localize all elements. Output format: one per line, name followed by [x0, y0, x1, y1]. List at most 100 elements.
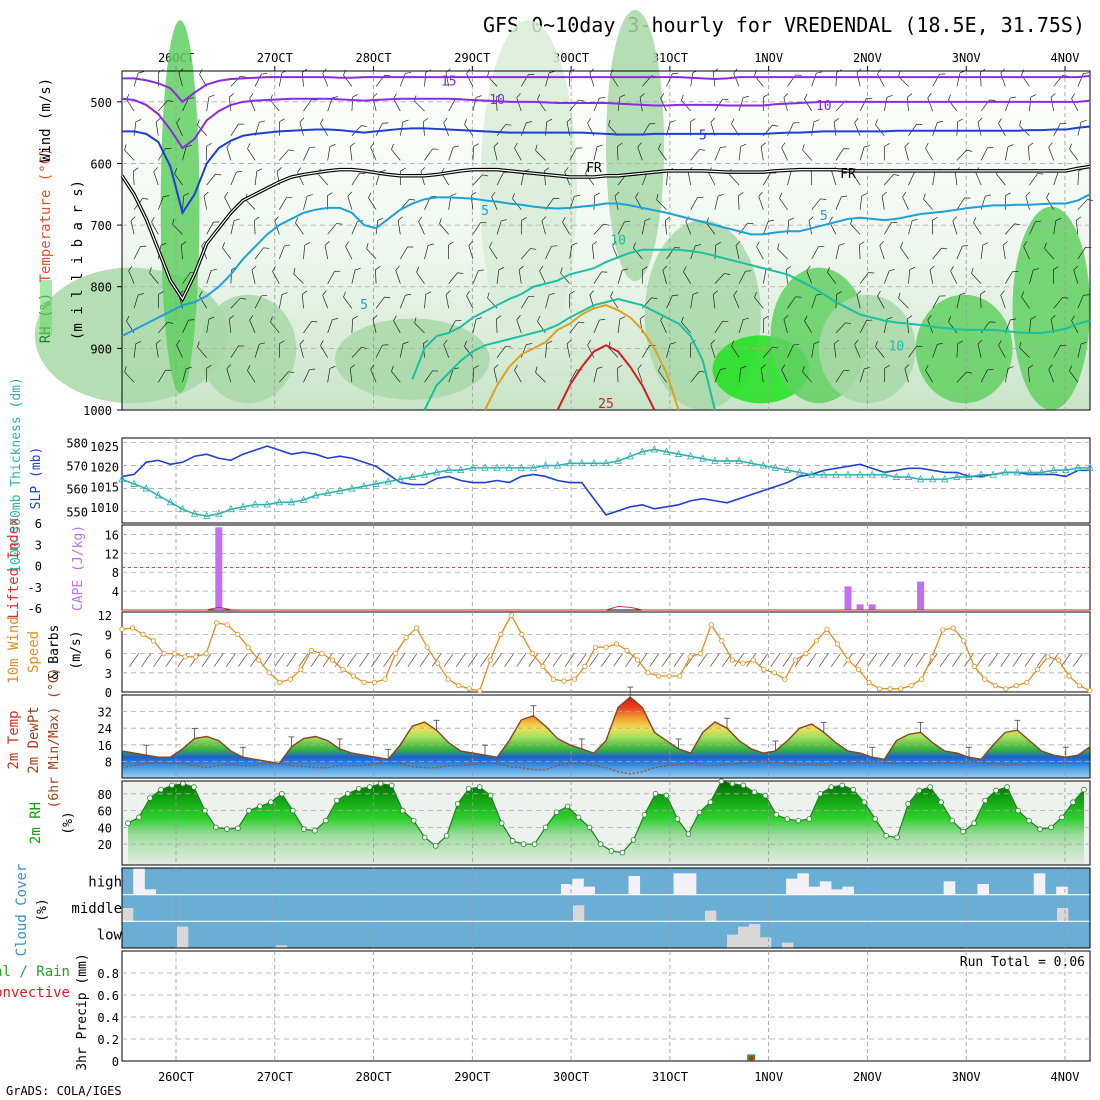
wind-barb-staff [593, 319, 600, 334]
wind-barb-staff [416, 271, 425, 284]
wind-barb-flag [795, 296, 802, 298]
wind-barb-staff [158, 100, 168, 112]
cloud-cell-middle [122, 908, 134, 922]
wind-barb-flag [813, 119, 820, 123]
contour-label: 15 [441, 74, 457, 89]
rh2-point [443, 832, 450, 839]
wind-barb-flag [957, 118, 963, 123]
thickness-point [287, 497, 296, 506]
thickness-point [251, 500, 259, 508]
wind-barb-10m-staff [649, 653, 660, 667]
wind-barb-10m [407, 653, 418, 667]
thickness-point [215, 509, 223, 517]
thickness-tick-label: 570 [66, 460, 88, 474]
wind-barb-flag [833, 339, 840, 344]
wind-barb-10m-staff [988, 653, 999, 667]
wind-barb-flag [482, 174, 489, 177]
wind-barb-flag [699, 371, 706, 373]
wind-barb-10m [927, 653, 938, 667]
wind-speed-point [687, 654, 693, 660]
wind-barb [859, 193, 868, 210]
wind-barb-flag [603, 223, 610, 226]
wind-barb-flag [779, 192, 783, 199]
wind-barb-flag [959, 292, 966, 295]
wind-speed-point [424, 644, 430, 650]
wind-barb-10m [492, 653, 502, 667]
wind-barb-10m [238, 653, 248, 667]
cloud-cover-axis-label: Cloud Cover [14, 864, 30, 957]
wind-barb-staff [932, 295, 940, 309]
rh2-point [740, 782, 747, 789]
wind-barb-staff [278, 294, 283, 309]
wind-barb-staff [760, 146, 764, 161]
wind-barb-staff [303, 196, 308, 210]
temperature-area [122, 697, 1090, 778]
wind-barb-flag [349, 364, 356, 369]
wind-barb [157, 369, 172, 383]
wind-speed-point [119, 626, 125, 632]
rh2-point [850, 786, 857, 793]
wind-barb-staff [518, 269, 522, 284]
wind-barb-staff [831, 171, 837, 186]
wind-barb-staff [690, 371, 700, 383]
wind-barb [904, 364, 910, 383]
wind-barb-staff [787, 344, 794, 358]
rh-blob [1012, 206, 1090, 410]
wind-barb [1077, 72, 1090, 87]
wind-barb-flag [1044, 242, 1047, 249]
wind-barb-flag [783, 93, 789, 98]
wind-barb [249, 315, 256, 334]
rh2-point [202, 807, 208, 814]
wind-speed-point [592, 644, 599, 650]
wind-barb [856, 290, 862, 309]
wind-barb-flag [457, 272, 464, 274]
wind-barb [883, 269, 896, 284]
wind-barb-flag [270, 316, 273, 323]
wind-barb-staff [779, 198, 788, 210]
wind-barb [1048, 364, 1055, 383]
wind-barb-flag [987, 147, 994, 149]
wind-barb-flag [199, 69, 203, 75]
wind-barb-staff [157, 148, 166, 161]
rh2-point [586, 824, 593, 831]
wind-barb-flag [866, 97, 873, 99]
wind-barb-flag [977, 117, 983, 123]
wind-barb [182, 192, 190, 210]
wind-barb [368, 192, 377, 210]
wind-barb-flag [670, 120, 676, 123]
wind-barb-staff [806, 270, 813, 284]
wind-barb-10m [1024, 653, 1035, 667]
wind-barb-staff [375, 296, 385, 309]
wind-barb-flag [712, 68, 719, 73]
wind-speed-point [256, 657, 262, 663]
wind-speed-point [329, 657, 336, 663]
wind-barb [762, 219, 775, 235]
wind-barb-staff [1069, 148, 1079, 161]
wind-barb-flag [614, 191, 620, 197]
slp-tick-label: 1020 [90, 460, 119, 474]
wind-barb-flag [368, 192, 372, 199]
precip-total-legend: Total / Rain [0, 964, 70, 980]
wind-barb [980, 68, 986, 87]
top-date-label: 3NOV [952, 51, 981, 65]
wind-barb-flag [973, 217, 977, 223]
rh2-point [158, 786, 164, 793]
rh2-point [355, 785, 362, 792]
wind-barb-staff [859, 368, 865, 383]
wind-barb-staff [980, 294, 982, 309]
wind-barb-flag [966, 371, 973, 374]
wind-barb-flag [546, 340, 553, 344]
wind-barb-staff [932, 247, 942, 260]
wind-barb-staff [172, 224, 183, 235]
wind-barb [303, 194, 313, 210]
wind-barb-staff [980, 245, 984, 260]
wind-barb-flag [272, 266, 276, 272]
wind-barb-staff [520, 344, 527, 358]
dewpt2m-axis-label: 2m DewPt [26, 706, 42, 773]
thickness-point [263, 500, 271, 508]
wind-barb-staff [472, 222, 481, 235]
wind-barb [641, 266, 648, 284]
wind-barb-flag [599, 97, 606, 99]
wind-barb [617, 268, 628, 284]
wind-barb-10m-staff [347, 653, 357, 667]
